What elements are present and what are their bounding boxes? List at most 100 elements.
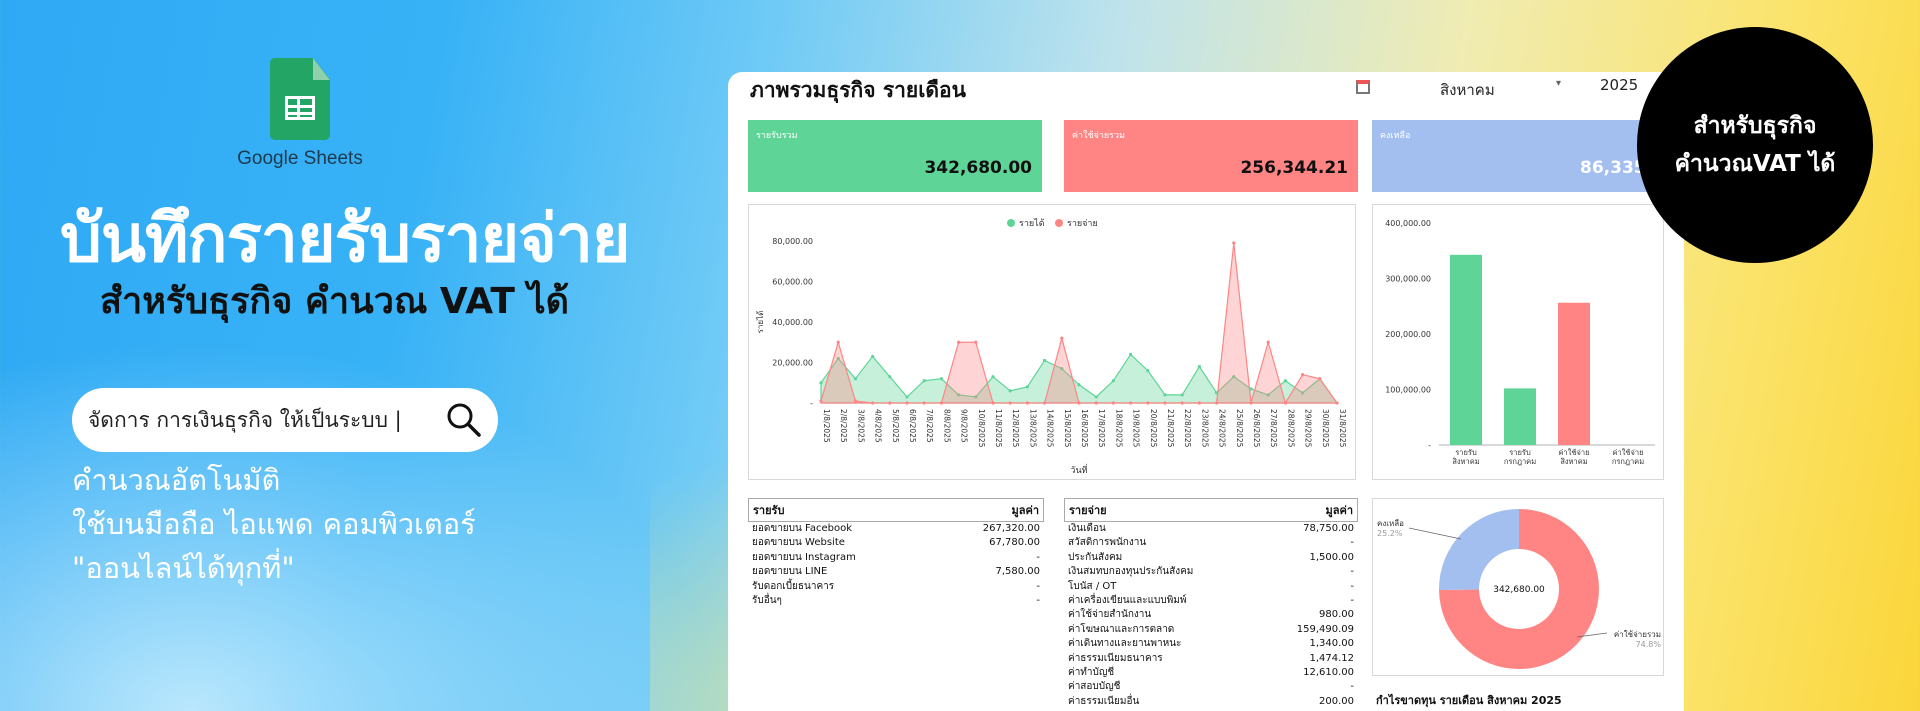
data-point — [922, 401, 926, 405]
calendar-icon[interactable] — [1356, 80, 1370, 94]
expense-table-row-value: 980.00 — [1319, 609, 1354, 621]
data-point — [1318, 377, 1322, 381]
data-point — [819, 381, 823, 385]
x-tick-label: ค่าใช้จ่าย — [1559, 448, 1590, 457]
data-point — [871, 401, 875, 405]
data-point — [939, 377, 943, 381]
google-sheets-logo: Google Sheets — [230, 58, 370, 170]
expense-table-row: ค่าใช้จ่ายสำนักงาน 980.00 — [1064, 608, 1358, 622]
expense-table-row-name: ค่าธรรมเนียมอื่น — [1068, 695, 1140, 707]
income-table-header-name: รายรับ — [753, 504, 785, 517]
monthly-bar-chart-panel: 400,000.00 300,000.00 200,000.00 100,000.00… — [1372, 204, 1664, 480]
x-tick-label: 23/8/2025 — [1200, 409, 1209, 448]
income-table-row: ยอดขายบน Facebook 267,320.00 — [748, 522, 1044, 536]
data-point — [905, 395, 909, 399]
expense-table-row-name: โบนัส / OT — [1068, 580, 1117, 592]
x-tick-label: 4/8/2025 — [874, 409, 883, 443]
y-tick-label: 40,000.00 — [772, 318, 813, 327]
data-point — [1180, 393, 1184, 397]
data-point — [991, 401, 995, 405]
data-point — [1094, 395, 1098, 399]
data-point — [1180, 401, 1184, 405]
x-tick-label: 27/8/2025 — [1269, 409, 1278, 448]
income-table-row-value: - — [1036, 551, 1040, 563]
data-point — [1025, 401, 1029, 405]
y-tick-label: - — [1428, 441, 1431, 450]
data-point — [871, 354, 875, 359]
income-table-row: ยอดขายบน Instagram - — [748, 551, 1044, 565]
x-tick-label: 25/8/2025 — [1235, 409, 1244, 448]
y-tick-label: - — [810, 399, 813, 408]
expense-table-row-value: - — [1350, 681, 1354, 693]
data-point — [991, 375, 995, 379]
expense-table-row-name: ค่าเดินทางและยานพาหนะ — [1068, 638, 1182, 650]
data-point — [1197, 364, 1201, 369]
data-point — [888, 401, 892, 405]
x-tick-label: 2/8/2025 — [839, 409, 848, 443]
x-tick-label: 24/8/2025 — [1218, 409, 1227, 448]
expense-table-row-value: 78,750.00 — [1303, 523, 1354, 534]
x-tick-label: 22/8/2025 — [1183, 409, 1192, 448]
x-tick-label: 31/8/2025 — [1338, 409, 1347, 448]
data-point — [1283, 379, 1287, 383]
expense-table-row-value: 1,500.00 — [1309, 551, 1354, 563]
x-tick-label: 13/8/2025 — [1028, 409, 1037, 448]
chevron-down-icon[interactable]: ▾ — [1556, 78, 1562, 89]
expense-card: ค่าใช้จ่ายรวม 256,344.21 — [1064, 120, 1358, 192]
income-table-row: ยอดขายบน Website 67,780.00 — [748, 536, 1044, 550]
data-point — [1129, 401, 1133, 405]
dashboard-screenshot: ภาพรวมธุรกิจ รายเดือน สิงหาคม ▾ 2025 ราย… — [728, 72, 1684, 711]
data-point — [957, 340, 961, 344]
data-point — [1335, 401, 1339, 405]
data-point — [1266, 340, 1270, 344]
data-point — [836, 340, 840, 344]
profit-section-title: กำไรขาดทุน รายเดือน สิงหาคม 2025 — [1376, 694, 1562, 707]
expense-table-row-name: เงินเดือน — [1068, 523, 1106, 534]
donut-center-label: 342,680.00 — [1493, 585, 1545, 595]
legend-marker-income — [1007, 219, 1015, 227]
bar — [1450, 254, 1482, 445]
search-bar[interactable]: จัดการ การเงินธุรกิจ ให้เป็นระบบ | — [72, 388, 498, 452]
expense-table-row-name: ประกันสังคม — [1068, 551, 1123, 563]
y-tick-label: 300,000.00 — [1385, 275, 1431, 284]
expense-table-row: ค่าเครื่องเขียนและแบบพิมพ์ - — [1064, 594, 1358, 608]
expense-table-row: ค่าทำบัญชี 12,610.00 — [1064, 666, 1358, 680]
badge-line-2: คำนวณVAT ได้ — [1674, 151, 1836, 177]
x-tick-label: รายรับ — [1455, 448, 1477, 457]
income-table-header: รายรับ มูลค่า — [748, 498, 1044, 522]
y-tick-label: 60,000.00 — [772, 278, 813, 287]
data-point — [1249, 401, 1253, 405]
annotation-leader — [1408, 527, 1462, 540]
year-select[interactable]: 2025 — [1600, 76, 1639, 94]
income-card-value: 342,680.00 — [924, 158, 1032, 178]
data-point — [1146, 401, 1150, 405]
search-icon[interactable] — [444, 400, 484, 440]
slice-pct-expense: 74.8% — [1636, 640, 1662, 649]
balance-card: คงเหลือ 86,335. — [1372, 120, 1672, 192]
y-tick-label: 400,000.00 — [1385, 219, 1431, 228]
data-point — [1043, 358, 1047, 363]
expense-card-value: 256,344.21 — [1240, 158, 1348, 178]
month-select[interactable]: สิงหาคม — [1440, 81, 1495, 99]
x-tick-label: 17/8/2025 — [1097, 409, 1106, 448]
badge-line-1: สำหรับธุรกิจ — [1693, 113, 1817, 139]
income-card: รายรับรวม 342,680.00 — [748, 120, 1042, 192]
income-table-row-value: - — [1036, 580, 1040, 592]
data-point — [853, 377, 857, 381]
income-table-row: รับอื่นๆ - — [748, 594, 1044, 608]
google-sheets-icon — [270, 58, 330, 140]
hero-title: บันทึกรายรับรายจ่าย — [60, 200, 631, 277]
x-tick-label: 19/8/2025 — [1132, 409, 1141, 448]
expense-table-row: เงินสมทบกองทุนประกันสังคม - — [1064, 565, 1358, 579]
income-table-row-value: 7,580.00 — [995, 566, 1040, 578]
data-point — [974, 395, 978, 399]
y-tick-label: 100,000.00 — [1385, 386, 1431, 395]
data-point — [1111, 401, 1115, 405]
expense-table-row: ค่าเดินทางและยานพาหนะ 1,340.00 — [1064, 637, 1358, 651]
x-tick-label: 26/8/2025 — [1252, 409, 1261, 448]
bar — [1558, 302, 1590, 445]
income-table-header-value: มูลค่า — [1011, 504, 1039, 517]
income-card-label: รายรับรวม — [756, 131, 798, 141]
expense-table-row: เงินเดือน 78,750.00 — [1064, 522, 1358, 536]
legend-marker-expense — [1055, 219, 1063, 227]
